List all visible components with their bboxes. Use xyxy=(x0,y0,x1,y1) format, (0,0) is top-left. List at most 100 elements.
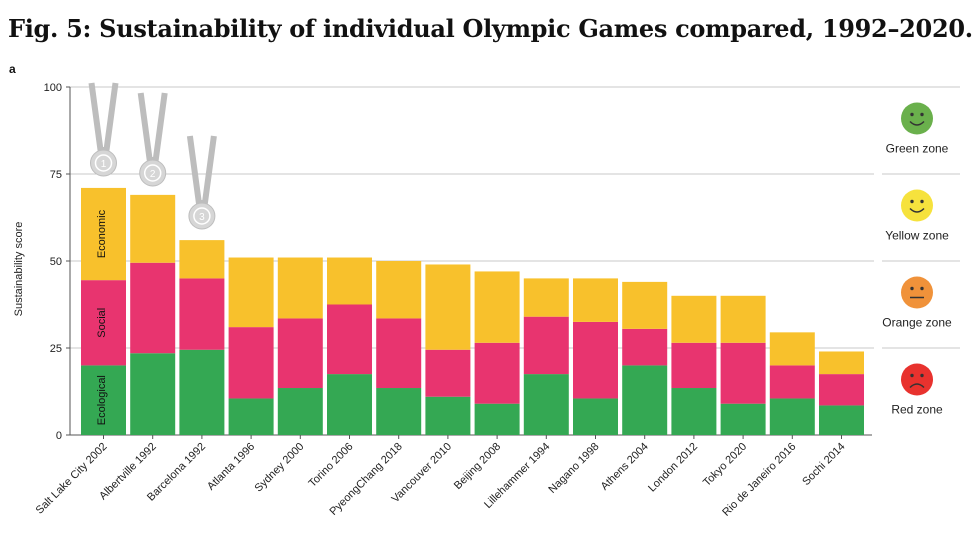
y-tick-label: 50 xyxy=(50,256,62,268)
medal-ribbon xyxy=(137,92,168,163)
medal-icon xyxy=(90,149,117,177)
bar-economic-1 xyxy=(130,194,176,263)
bar-ecological-10 xyxy=(573,398,618,435)
bar-economic-13 xyxy=(720,295,766,343)
bar-economic-11 xyxy=(622,281,668,329)
bar-social-15 xyxy=(819,374,864,406)
zone-face-icon xyxy=(901,363,933,396)
medal-inner-ring xyxy=(94,154,113,172)
bar-social-3 xyxy=(228,327,274,399)
bar-ecological-0 xyxy=(81,365,126,435)
x-tick-label: Nagano 1998 xyxy=(546,441,601,496)
medal-ribbon xyxy=(186,135,217,206)
y-tick-label: 0 xyxy=(56,430,62,442)
x-tick-label: Sochi 2014 xyxy=(800,441,847,488)
bar-economic-9 xyxy=(523,278,569,317)
x-tick-label: Tokyo 2020 xyxy=(701,441,749,489)
x-tick-label: Beijing 2008 xyxy=(452,441,503,492)
bar-social-4 xyxy=(277,318,323,389)
bar-ecological-7 xyxy=(425,396,471,435)
bar-economic-7 xyxy=(425,264,471,350)
bar-social-0 xyxy=(81,280,126,366)
bar-ecological-2 xyxy=(179,349,225,435)
bar-economic-4 xyxy=(277,257,323,319)
bar-social-10 xyxy=(573,321,618,399)
face-eye-icon xyxy=(910,373,914,378)
zone-label: Orange zone xyxy=(882,316,952,330)
bar-social-8 xyxy=(474,342,520,404)
face-eye-icon xyxy=(920,373,924,378)
face-mouth-icon xyxy=(909,207,925,213)
bar-economic-8 xyxy=(474,271,520,343)
bar-social-1 xyxy=(130,262,176,354)
bar-social-11 xyxy=(622,328,668,366)
panel-label: a xyxy=(9,62,16,76)
series-label-ecological: Ecological xyxy=(96,375,108,425)
bar-ecological-12 xyxy=(671,388,717,435)
medal-rank-label: 1 xyxy=(101,159,107,170)
y-tick-label: 100 xyxy=(44,82,62,94)
bar-social-13 xyxy=(720,342,766,404)
bar-economic-2 xyxy=(179,240,225,279)
bar-economic-6 xyxy=(376,261,422,319)
x-tick-label: Sydney 2000 xyxy=(253,441,307,495)
zone-face-icon xyxy=(901,276,933,309)
face-eye-icon xyxy=(910,286,914,291)
face-eye-icon xyxy=(920,286,924,291)
bar-economic-10 xyxy=(573,278,618,322)
face-eye-icon xyxy=(920,112,924,117)
face-mouth-icon xyxy=(909,383,925,389)
zone-label: Red zone xyxy=(891,403,943,417)
bar-social-12 xyxy=(671,342,717,389)
bar-ecological-6 xyxy=(376,388,422,435)
x-tick-label: London 2012 xyxy=(646,441,700,495)
medal-rank-label: 2 xyxy=(150,169,156,180)
medal-icon xyxy=(188,202,216,230)
bar-social-2 xyxy=(179,278,225,350)
face-eye-icon xyxy=(910,112,914,117)
bar-economic-15 xyxy=(819,351,864,375)
x-tick-label: Atlanta 1996 xyxy=(205,441,257,493)
bar-social-7 xyxy=(425,349,471,397)
bar-ecological-13 xyxy=(720,403,766,435)
bar-social-14 xyxy=(769,365,815,399)
zone-label: Green zone xyxy=(886,142,949,156)
zone-label: Yellow zone xyxy=(885,229,949,243)
bar-economic-0 xyxy=(81,187,126,281)
bar-social-5 xyxy=(327,304,372,375)
y-axis-title: Sustainability score xyxy=(13,222,25,317)
zone-face-icon xyxy=(901,189,933,222)
bar-ecological-4 xyxy=(277,388,323,435)
bar-ecological-1 xyxy=(130,353,176,435)
zone-face-icon xyxy=(901,102,933,135)
bar-ecological-8 xyxy=(474,403,520,435)
bar-ecological-14 xyxy=(769,398,815,435)
medal-ribbon xyxy=(88,82,119,153)
x-tick-label: Torino 2006 xyxy=(306,441,355,490)
bar-ecological-11 xyxy=(622,365,668,435)
bar-ecological-3 xyxy=(228,398,274,435)
face-eye-icon xyxy=(920,199,924,204)
bar-economic-3 xyxy=(228,257,274,328)
series-label-economic: Economic xyxy=(96,209,108,258)
bar-economic-12 xyxy=(671,295,717,343)
medal-icon xyxy=(139,159,167,187)
figure-title: Fig. 5: Sustainability of individual Oly… xyxy=(8,14,973,43)
bar-ecological-5 xyxy=(327,374,372,435)
y-tick-label: 25 xyxy=(50,343,62,355)
medal-inner-ring xyxy=(193,207,211,225)
bar-ecological-9 xyxy=(523,374,569,435)
bar-ecological-15 xyxy=(819,405,864,435)
medal-rank-label: 3 xyxy=(199,212,205,223)
bar-social-9 xyxy=(523,316,569,375)
bar-economic-5 xyxy=(327,257,372,305)
y-tick-label: 75 xyxy=(50,169,62,181)
face-mouth-icon xyxy=(909,120,925,126)
face-eye-icon xyxy=(910,199,914,204)
medal-inner-ring xyxy=(143,164,162,182)
series-label-social: Social xyxy=(96,308,108,338)
x-tick-label: Athens 2004 xyxy=(599,441,651,493)
x-tick-label: Salt Lake City 2002 xyxy=(34,441,110,517)
bar-social-6 xyxy=(376,318,422,389)
